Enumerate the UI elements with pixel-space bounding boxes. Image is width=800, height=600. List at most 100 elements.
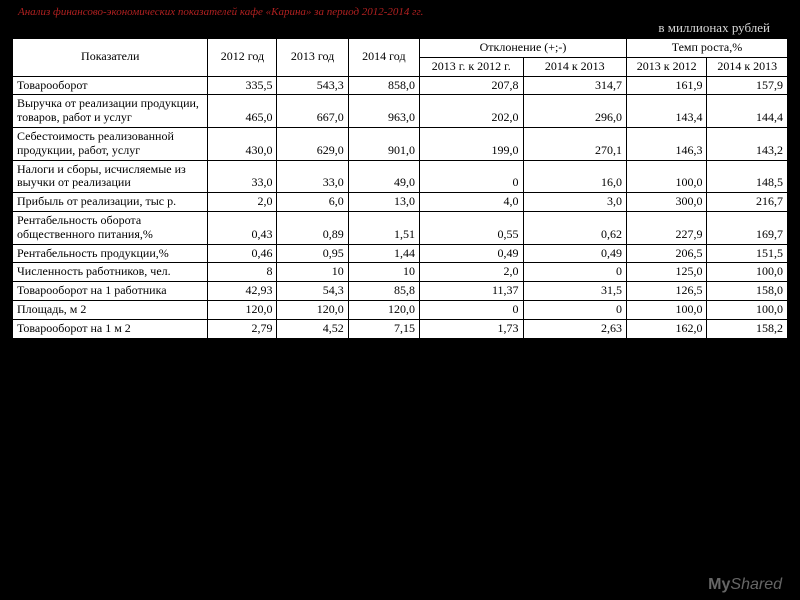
cell-value: 0 (420, 300, 523, 319)
cell-value: 0,46 (208, 244, 277, 263)
row-label: Рентабельность оборота общественного пит… (13, 211, 208, 244)
cell-value: 0,62 (523, 211, 626, 244)
table-row: Выручка от реализации продукции, товаров… (13, 95, 788, 128)
cell-value: 10 (277, 263, 348, 282)
cell-value: 85,8 (348, 282, 419, 301)
cell-value: 169,7 (707, 211, 788, 244)
table-row: Площадь, м 2120,0120,0120,000100,0100,0 (13, 300, 788, 319)
cell-value: 901,0 (348, 127, 419, 160)
cell-value: 2,79 (208, 319, 277, 338)
cell-value: 314,7 (523, 76, 626, 95)
table-row: Рентабельность оборота общественного пит… (13, 211, 788, 244)
row-label: Прибыль от реализации, тыс р. (13, 193, 208, 212)
cell-value: 54,3 (277, 282, 348, 301)
cell-value: 120,0 (277, 300, 348, 319)
row-label: Численность работников, чел. (13, 263, 208, 282)
cell-value: 33,0 (208, 160, 277, 193)
cell-value: 2,0 (208, 193, 277, 212)
table-row: Себестоимость реализованной продукции, р… (13, 127, 788, 160)
cell-value: 2,63 (523, 319, 626, 338)
row-label: Товарооборот (13, 76, 208, 95)
cell-value: 2,0 (420, 263, 523, 282)
cell-value: 120,0 (348, 300, 419, 319)
cell-value: 430,0 (208, 127, 277, 160)
cell-value: 33,0 (277, 160, 348, 193)
cell-value: 8 (208, 263, 277, 282)
cell-value: 4,0 (420, 193, 523, 212)
table-row: Прибыль от реализации, тыс р.2,06,013,04… (13, 193, 788, 212)
cell-value: 100,0 (626, 160, 706, 193)
cell-value: 1,44 (348, 244, 419, 263)
row-label: Площадь, м 2 (13, 300, 208, 319)
cell-value: 158,0 (707, 282, 788, 301)
col-2014: 2014 год (348, 39, 419, 77)
col-rate-1312: 2013 к 2012 (626, 57, 706, 76)
cell-value: 42,93 (208, 282, 277, 301)
cell-value: 667,0 (277, 95, 348, 128)
cell-value: 120,0 (208, 300, 277, 319)
cell-value: 270,1 (523, 127, 626, 160)
col-indicators: Показатели (13, 39, 208, 77)
cell-value: 207,8 (420, 76, 523, 95)
cell-value: 0,43 (208, 211, 277, 244)
cell-value: 629,0 (277, 127, 348, 160)
cell-value: 126,5 (626, 282, 706, 301)
table-row: Товарооборот335,5543,3858,0207,8314,7161… (13, 76, 788, 95)
table-row: Налоги и сборы, исчисляемые из выучки от… (13, 160, 788, 193)
cell-value: 465,0 (208, 95, 277, 128)
cell-value: 49,0 (348, 160, 419, 193)
col-2012: 2012 год (208, 39, 277, 77)
cell-value: 100,0 (626, 300, 706, 319)
financial-table: Показатели 2012 год 2013 год 2014 год От… (12, 38, 788, 339)
cell-value: 296,0 (523, 95, 626, 128)
cell-value: 31,5 (523, 282, 626, 301)
col-2013: 2013 год (277, 39, 348, 77)
cell-value: 162,0 (626, 319, 706, 338)
col-rate-1413: 2014 к 2013 (707, 57, 788, 76)
cell-value: 543,3 (277, 76, 348, 95)
units-label: в миллионах рублей (0, 18, 800, 38)
cell-value: 157,9 (707, 76, 788, 95)
cell-value: 144,4 (707, 95, 788, 128)
cell-value: 963,0 (348, 95, 419, 128)
cell-value: 6,0 (277, 193, 348, 212)
cell-value: 199,0 (420, 127, 523, 160)
cell-value: 146,3 (626, 127, 706, 160)
cell-value: 10 (348, 263, 419, 282)
cell-value: 3,0 (523, 193, 626, 212)
cell-value: 143,2 (707, 127, 788, 160)
row-label: Рентабельность продукции,% (13, 244, 208, 263)
row-label: Себестоимость реализованной продукции, р… (13, 127, 208, 160)
cell-value: 151,5 (707, 244, 788, 263)
watermark: MyShared (708, 576, 782, 594)
cell-value: 858,0 (348, 76, 419, 95)
cell-value: 11,37 (420, 282, 523, 301)
cell-value: 202,0 (420, 95, 523, 128)
cell-value: 100,0 (707, 263, 788, 282)
table-row: Численность работников, чел.810102,00125… (13, 263, 788, 282)
cell-value: 1,73 (420, 319, 523, 338)
cell-value: 0,55 (420, 211, 523, 244)
cell-value: 1,51 (348, 211, 419, 244)
cell-value: 335,5 (208, 76, 277, 95)
cell-value: 7,15 (348, 319, 419, 338)
cell-value: 158,2 (707, 319, 788, 338)
col-dev-1312: 2013 г. к 2012 г. (420, 57, 523, 76)
row-label: Налоги и сборы, исчисляемые из выучки от… (13, 160, 208, 193)
col-rate: Темп роста,% (626, 39, 787, 58)
cell-value: 100,0 (707, 300, 788, 319)
cell-value: 0 (523, 300, 626, 319)
table-row: Товарооборот на 1 работника42,9354,385,8… (13, 282, 788, 301)
page-title: Анализ финансово-экономических показател… (0, 0, 800, 18)
cell-value: 0 (420, 160, 523, 193)
cell-value: 4,52 (277, 319, 348, 338)
table-row: Рентабельность продукции,%0,460,951,440,… (13, 244, 788, 263)
col-deviation: Отклонение (+;-) (420, 39, 627, 58)
cell-value: 0,89 (277, 211, 348, 244)
col-dev-1413: 2014 к 2013 (523, 57, 626, 76)
table-row: Товарооборот на 1 м 22,794,527,151,732,6… (13, 319, 788, 338)
cell-value: 143,4 (626, 95, 706, 128)
cell-value: 0 (523, 263, 626, 282)
cell-value: 0,49 (420, 244, 523, 263)
cell-value: 206,5 (626, 244, 706, 263)
